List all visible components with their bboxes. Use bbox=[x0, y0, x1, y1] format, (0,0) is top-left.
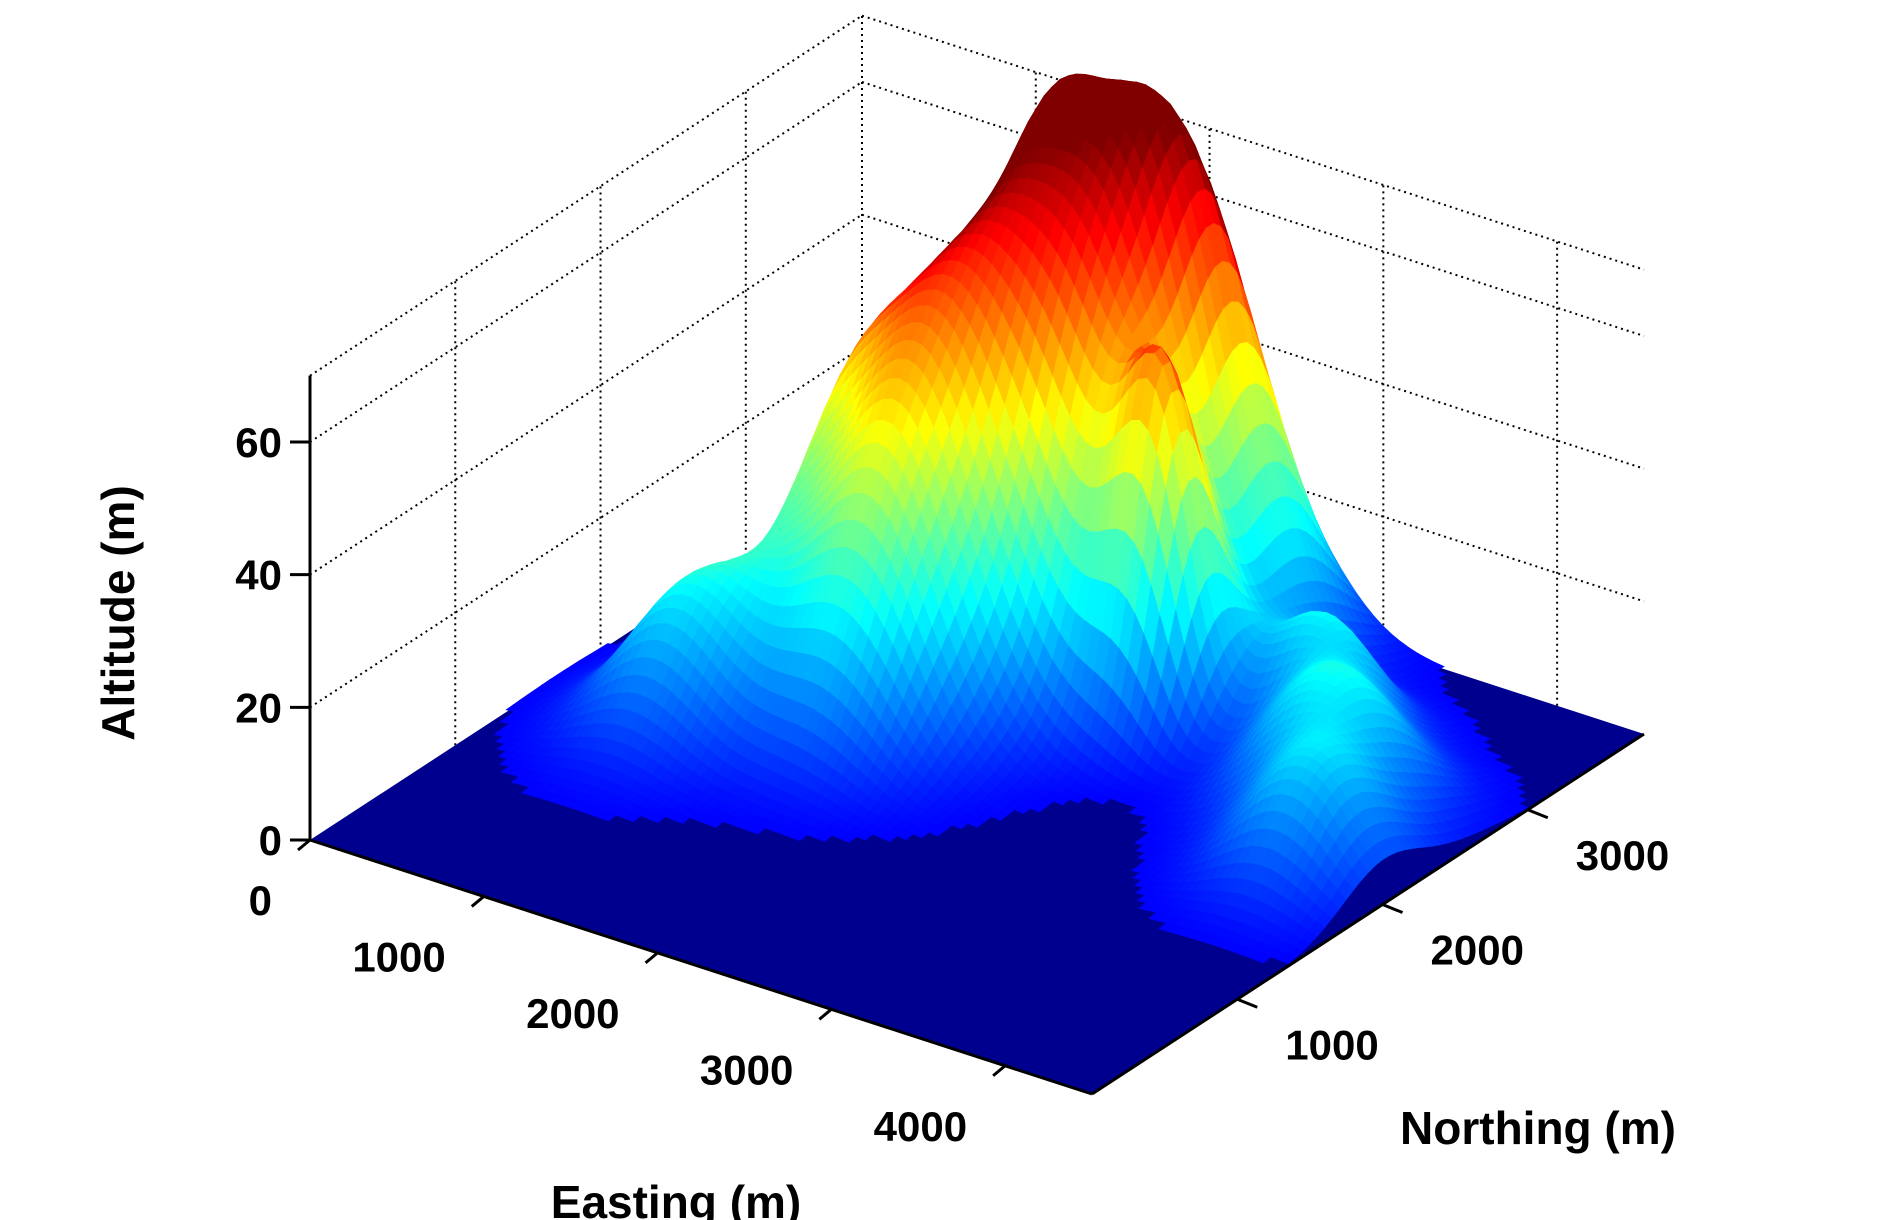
z-tick-label: 0 bbox=[259, 817, 282, 864]
surface-patch bbox=[1254, 952, 1272, 964]
x-tick bbox=[644, 951, 659, 965]
surface-patch bbox=[1069, 792, 1087, 804]
surface-patch bbox=[599, 811, 617, 822]
z-axis-label: Altitude (m) bbox=[92, 485, 144, 741]
z-tick-label: 20 bbox=[235, 684, 282, 731]
y-tick bbox=[1527, 808, 1549, 820]
surface-patch bbox=[990, 810, 1008, 821]
y-tick bbox=[1381, 903, 1404, 914]
surface-patch bbox=[967, 817, 985, 828]
tick-labels: 0 20 40 60 0 1000 2000 3000 4000 1000 2000 3000 bbox=[235, 419, 1669, 1150]
x-tick-label: 1000 bbox=[352, 933, 445, 980]
grid-line-back-wall bbox=[861, 213, 1645, 470]
y-tick-label: 3000 bbox=[1576, 832, 1669, 879]
x-axis-line bbox=[309, 838, 1093, 1096]
y-axis-label: Northing (m) bbox=[1400, 1102, 1676, 1154]
surface-patch bbox=[1053, 794, 1071, 806]
surface-patch bbox=[815, 831, 833, 842]
grid-line-back-wall bbox=[861, 81, 1645, 337]
x-tick bbox=[470, 895, 485, 908]
grid-line-back-wall bbox=[861, 346, 1645, 603]
surface-patch bbox=[1030, 802, 1048, 813]
surface-patch bbox=[912, 827, 930, 839]
x-tick-label: 4000 bbox=[874, 1103, 967, 1150]
surface-patch bbox=[748, 824, 766, 835]
grid-line-left-wall bbox=[309, 346, 863, 709]
x-tick bbox=[818, 1008, 833, 1021]
surface-patch bbox=[855, 829, 874, 841]
surface-patch bbox=[706, 817, 724, 828]
surface-patch bbox=[1093, 794, 1111, 805]
y-axis-line bbox=[1091, 732, 1645, 1096]
y-tick-label: 1000 bbox=[1285, 1021, 1378, 1068]
axes bbox=[290, 375, 1645, 1096]
grid-lines bbox=[309, 14, 1645, 746]
surface-patch bbox=[624, 811, 642, 823]
grid-line-back-wall bbox=[861, 14, 1645, 271]
surface-patch bbox=[1014, 803, 1032, 815]
surface-patch bbox=[928, 826, 946, 837]
surface-patch bbox=[840, 832, 858, 843]
x-axis-label: Easting (m) bbox=[551, 1176, 801, 1220]
y-tick bbox=[1236, 997, 1258, 1009]
x-tick bbox=[992, 1064, 1007, 1077]
y-tick-label: 2000 bbox=[1431, 927, 1524, 974]
surface-patch bbox=[951, 818, 969, 830]
x-tick-label: 2000 bbox=[526, 990, 619, 1037]
surface bbox=[310, 73, 1644, 1094]
surface-patch bbox=[790, 831, 808, 842]
surface-patch bbox=[673, 813, 691, 824]
z-tick-label: 40 bbox=[235, 552, 282, 599]
grid-line-left-wall bbox=[309, 14, 863, 377]
x-tick-label: 0 bbox=[249, 877, 272, 924]
x-tick-label: 3000 bbox=[700, 1046, 793, 1093]
grid-line-left-wall bbox=[309, 81, 863, 443]
grid-line-left-wall bbox=[309, 213, 863, 576]
surface-patch bbox=[880, 831, 898, 842]
surface-patch bbox=[896, 829, 914, 840]
surface-patch bbox=[648, 812, 666, 823]
surface-patch bbox=[1278, 953, 1296, 965]
x-tick bbox=[297, 838, 311, 852]
z-tick-label: 60 bbox=[235, 419, 282, 466]
